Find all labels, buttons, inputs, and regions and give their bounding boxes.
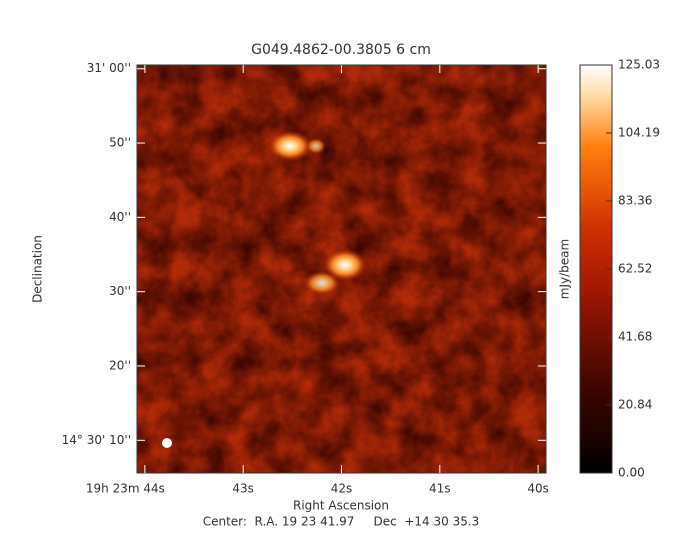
x-tick-label: 43s	[232, 482, 254, 496]
colorbar-tick-label: 41.68	[618, 329, 652, 343]
y-tick-label: 40''	[109, 210, 131, 224]
x-tick-label: 19h 23m 44s	[86, 482, 165, 496]
colorbar-tick-label: 0.00	[618, 466, 645, 480]
image	[137, 65, 546, 473]
x-tick-label: 41s	[429, 482, 451, 496]
colorbar-tick-label: 20.84	[618, 397, 652, 411]
x-tick-label: 42s	[331, 482, 353, 496]
colorbar-tick-label: 125.03	[618, 58, 660, 72]
y-tick-label: 30''	[109, 284, 131, 298]
colorbar-label: mJy/beam	[558, 239, 572, 299]
chart-title: G049.4862-00.3805 6 cm	[251, 42, 431, 58]
colorbar-tick-label: 62.52	[618, 261, 652, 275]
y-tick-label: 14° 30' 10''	[62, 433, 131, 447]
y-axis-label: Declination	[31, 235, 45, 303]
colorbar-tick-label: 83.36	[618, 193, 652, 207]
x-tick-label: 40s	[527, 482, 549, 496]
y-tick-label: 50''	[109, 136, 131, 150]
y-tick-label: 31' 00''	[87, 61, 131, 75]
colorbar-tick-label: 104.19	[618, 126, 660, 140]
x-axis-label: Right Ascension	[293, 499, 389, 513]
y-tick-label: 20''	[109, 358, 131, 372]
footer: Center: R.A. 19 23 41.97 Dec +14 30 35.3	[203, 515, 480, 529]
